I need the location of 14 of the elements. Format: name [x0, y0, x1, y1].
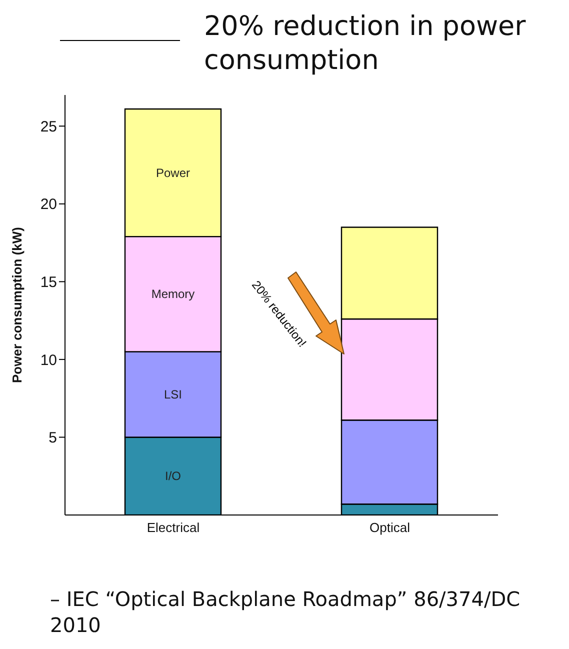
- y-tick-label: 10: [40, 352, 57, 369]
- y-tick-label: 15: [40, 274, 57, 291]
- y-tick-label: 25: [40, 118, 57, 136]
- series-label: LSI: [164, 387, 182, 402]
- y-tick-label: 20: [40, 196, 57, 214]
- y-tick-label: 5: [48, 430, 57, 447]
- x-tick-label: Optical: [370, 520, 410, 536]
- series-label: Power: [156, 166, 190, 180]
- series-label: I/O: [164, 469, 182, 484]
- series-label: Memory: [151, 287, 195, 302]
- y-axis-title: Power consumption (kW): [10, 227, 25, 383]
- chart-title: 20% reduction in power consumption: [204, 10, 527, 78]
- text: – IEC “Optical Backplane Roadmap” 86/374/DC 2010: [50, 586, 522, 638]
- x-tick-label: Electrical: [146, 520, 200, 536]
